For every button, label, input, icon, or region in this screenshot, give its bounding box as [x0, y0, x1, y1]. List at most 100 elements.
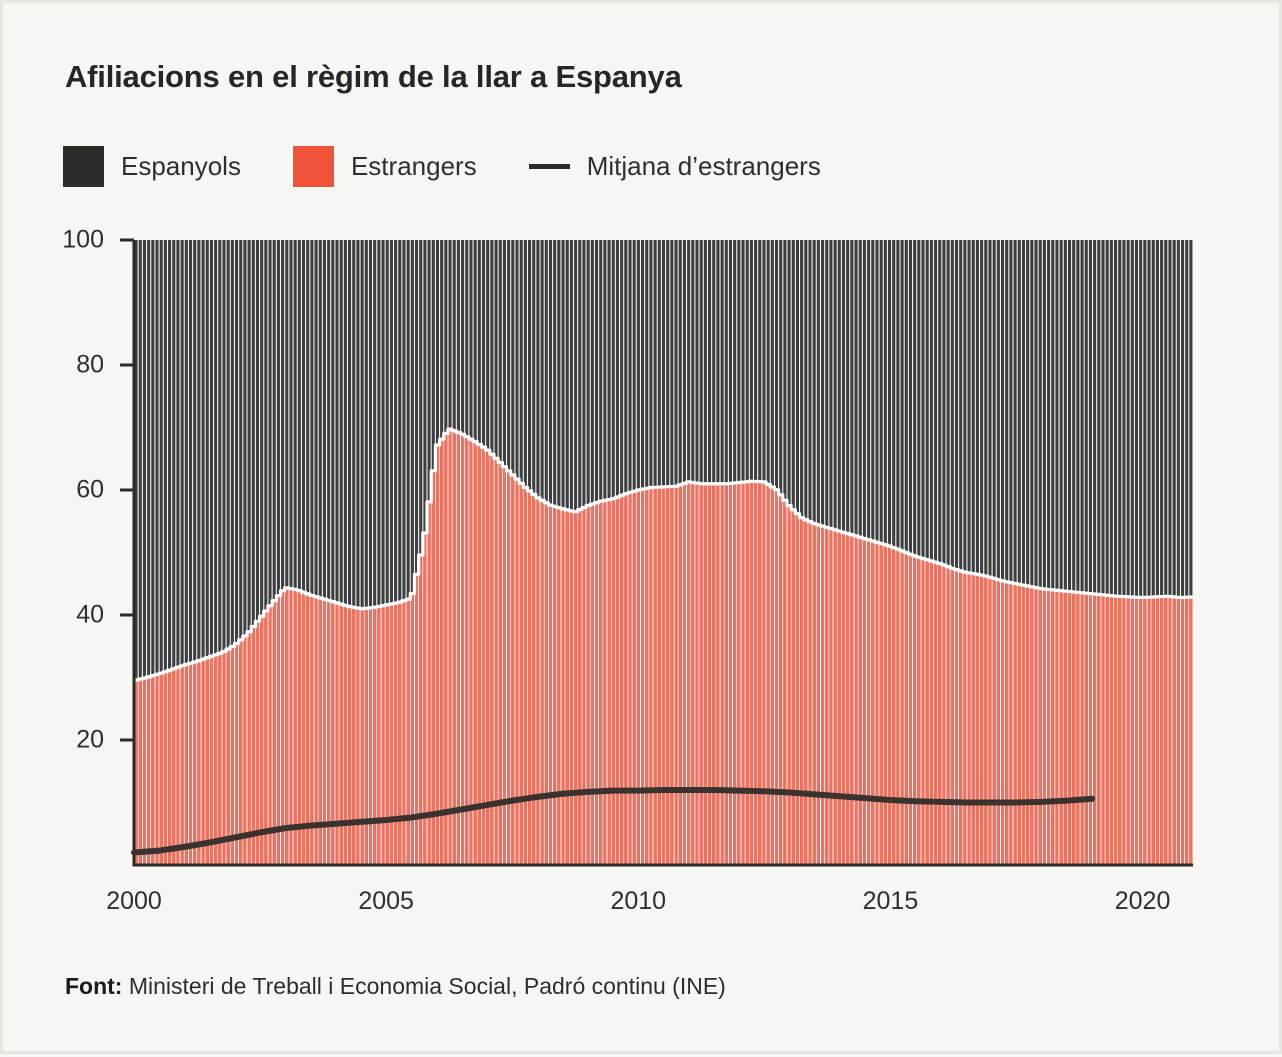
bar-estrangers — [297, 590, 301, 865]
bar-estrangers — [687, 481, 691, 865]
bar-estrangers — [239, 639, 243, 865]
bar-espanyols — [1063, 240, 1067, 865]
bar-estrangers — [1143, 597, 1147, 865]
bar-espanyols — [155, 240, 159, 865]
bar-estrangers — [1017, 584, 1021, 865]
bar-espanyols — [180, 240, 184, 865]
bar-estrangers — [992, 578, 996, 865]
bar-estrangers — [946, 566, 950, 865]
bar-espanyols — [318, 240, 322, 865]
bar-estrangers — [352, 607, 356, 865]
bar-estrangers — [519, 483, 523, 865]
bar-estrangers — [791, 509, 795, 865]
bar-estrangers — [163, 671, 167, 865]
bar-estrangers — [398, 602, 402, 865]
bar-espanyols — [138, 240, 142, 865]
bar-estrangers — [230, 646, 234, 865]
bar-estrangers — [188, 663, 193, 865]
bar-estrangers — [544, 502, 548, 865]
stack-separator — [134, 427, 1193, 682]
bar-estrangers — [1139, 597, 1143, 865]
bar-espanyols — [1072, 240, 1076, 865]
bar-estrangers — [318, 597, 322, 865]
bar-estrangers — [235, 643, 239, 865]
bar-estrangers — [368, 607, 373, 865]
bar-estrangers — [699, 483, 703, 865]
bar-espanyols — [343, 240, 347, 865]
bar-estrangers — [314, 596, 318, 865]
bar-espanyols — [243, 240, 247, 865]
bar-estrangers — [867, 539, 871, 865]
bar-estrangers — [954, 569, 959, 865]
bar-estrangers — [574, 511, 578, 865]
bar-estrangers — [515, 479, 519, 865]
bar-estrangers — [821, 526, 825, 865]
bar-espanyols — [1097, 240, 1101, 865]
legend-label-espanyols: Espanyols — [121, 150, 241, 181]
bar-espanyols — [339, 240, 343, 865]
legend-item-mitjana[interactable]: Mitjana d’estrangers — [528, 151, 821, 182]
bar-estrangers — [795, 513, 799, 865]
bar-estrangers — [138, 679, 142, 865]
bar-estrangers — [536, 497, 540, 865]
bar-estrangers — [1155, 596, 1159, 865]
bar-espanyols — [410, 240, 414, 865]
bar-estrangers — [419, 554, 423, 865]
bar-espanyols — [1067, 240, 1072, 865]
bar-estrangers — [641, 489, 645, 865]
chart-legend: Espanyols Estrangers Mitjana d’estranger… — [63, 144, 873, 188]
bar-estrangers — [829, 528, 833, 865]
bar-espanyols — [1105, 240, 1109, 865]
bar-estrangers — [804, 519, 808, 865]
y-tick-label: 100 — [62, 225, 104, 254]
bar-estrangers — [741, 482, 745, 865]
bar-espanyols — [281, 240, 285, 865]
bar-espanyols — [1168, 240, 1172, 865]
bar-espanyols — [209, 240, 213, 865]
bar-estrangers — [862, 538, 866, 865]
bar-estrangers — [896, 549, 900, 865]
bar-estrangers — [670, 486, 674, 865]
bar-estrangers — [306, 593, 310, 865]
bar-estrangers — [879, 543, 883, 865]
bar-estrangers — [787, 505, 791, 865]
bar-espanyols — [147, 240, 151, 865]
bar-espanyols — [946, 240, 950, 865]
bar-estrangers — [661, 486, 666, 866]
legend-line-icon — [528, 163, 570, 169]
bar-estrangers — [929, 560, 933, 865]
bar-estrangers — [502, 466, 506, 865]
bar-espanyols — [239, 240, 243, 865]
bar-espanyols — [385, 240, 389, 865]
bar-estrangers — [967, 572, 971, 865]
bar-estrangers — [285, 587, 289, 865]
bar-estrangers — [465, 436, 469, 865]
bar-estrangers — [565, 509, 569, 865]
bar-estrangers — [720, 483, 724, 865]
bar-estrangers — [1088, 593, 1092, 865]
bar-espanyols — [327, 240, 331, 865]
bar-espanyols — [1122, 240, 1126, 865]
bar-estrangers — [427, 501, 431, 865]
bar-espanyols — [402, 240, 406, 865]
bar-estrangers — [695, 483, 699, 865]
bar-espanyols — [368, 240, 373, 865]
bar-espanyols — [975, 240, 979, 865]
legend-item-estrangers[interactable]: Estrangers — [292, 145, 477, 187]
bar-espanyols — [356, 240, 360, 865]
bar-espanyols — [1172, 240, 1176, 865]
legend-swatch-square-icon — [292, 145, 334, 187]
legend-item-espanyols[interactable]: Espanyols — [63, 145, 241, 187]
bar-espanyols — [942, 240, 946, 865]
bar-estrangers — [833, 529, 837, 865]
bar-estrangers — [666, 486, 670, 865]
bar-espanyols — [414, 240, 419, 865]
bar-estrangers — [1001, 580, 1005, 865]
bar-espanyols — [1164, 240, 1168, 865]
bar-espanyols — [310, 240, 314, 865]
bar-espanyols — [1109, 240, 1113, 865]
bar-estrangers — [1038, 588, 1042, 865]
bar-espanyols — [929, 240, 933, 865]
bar-estrangers — [691, 482, 695, 865]
bar-espanyols — [222, 240, 226, 865]
